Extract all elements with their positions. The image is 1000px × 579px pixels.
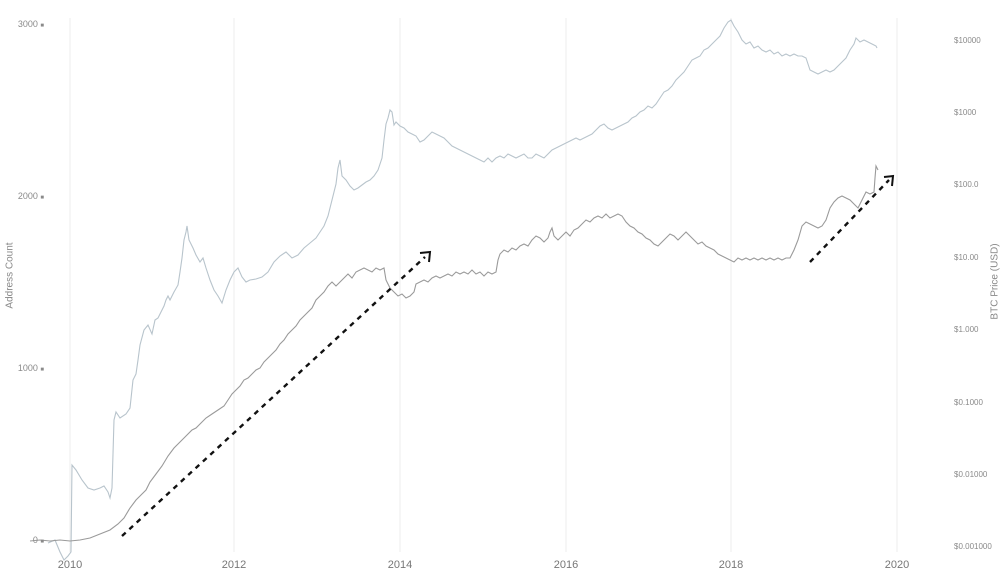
y-right-tick-1000: $1000: [954, 108, 977, 117]
y-right-tick-10000: $10000: [954, 36, 981, 45]
y-right-tick-1: $1.000: [954, 325, 979, 334]
trend-arrow-1: [121, 250, 432, 537]
x-tick-2020: 2020: [884, 559, 910, 571]
y-right-axis-title: BTC Price (USD): [989, 243, 1000, 320]
y-left-tick-2000: 2000 ■: [17, 191, 44, 201]
y-right-tick-0.1: $0.1000: [954, 398, 983, 407]
y-right-tick-10: $10.00: [954, 253, 979, 262]
y-right-tick-0.01: $0.01000: [954, 470, 988, 479]
x-tick-2016: 2016: [553, 559, 579, 571]
y-right-tick-0.001: $0.001000: [954, 542, 992, 551]
x-tick-2014: 2014: [387, 559, 413, 571]
vertical-gridlines: [69, 18, 898, 552]
x-tick-2010: 2010: [57, 559, 83, 571]
y-left-tick-3000: 3000 ■: [17, 19, 44, 29]
y-right-tick-100: $100.0: [954, 180, 979, 189]
y-left-tick-0: 0 ■: [32, 535, 44, 545]
x-tick-2018: 2018: [718, 559, 744, 571]
btc-price-line: [47, 19, 878, 561]
trend-arrow-2: [809, 174, 895, 263]
address-count-line: [29, 163, 879, 542]
y-left-axis-title: Address Count: [4, 242, 16, 309]
y-left-tick-1000: 1000 ■: [17, 363, 44, 373]
x-tick-2012: 2012: [221, 559, 247, 571]
